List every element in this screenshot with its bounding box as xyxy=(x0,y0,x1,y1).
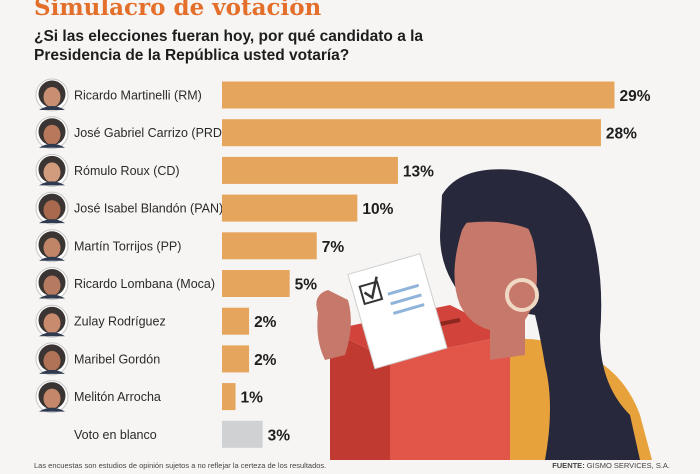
bar-jose-isabel-blandon-pan xyxy=(222,194,358,222)
bar-romulo-roux-cd xyxy=(222,156,398,184)
avatar-face xyxy=(43,313,61,334)
hand-shape xyxy=(316,290,351,360)
avatar-suit xyxy=(39,294,65,299)
avatar-suit xyxy=(39,407,65,412)
value-label: 1% xyxy=(241,390,264,407)
avatar-face xyxy=(43,87,61,107)
bar-jose-gabriel-carrizo-prd xyxy=(222,119,601,147)
candidate-avatar-martin-torrijos-pp xyxy=(35,229,69,263)
source-credit: FUENTE: GISMO SERVICES, S.A. xyxy=(552,461,670,470)
category-label: Ricardo Lombana (Moca) xyxy=(74,277,215,291)
bar-meliton-arrocha xyxy=(222,383,236,411)
category-label: Martín Torrijos (PP) xyxy=(74,239,181,253)
value-label: 29% xyxy=(619,88,650,105)
candidate-avatar-ricardo-lombana-moca xyxy=(35,267,69,300)
bar-zulay-rodriguez xyxy=(222,307,250,335)
bar-ricardo-lombana-moca xyxy=(222,270,290,297)
avatar-suit xyxy=(39,219,65,224)
avatar-face xyxy=(43,237,61,258)
avatar-face xyxy=(43,124,61,145)
avatar-face xyxy=(43,162,61,183)
category-label: Maribel Gordón xyxy=(74,352,160,366)
avatar-suit xyxy=(39,106,65,110)
category-label: Voto en blanco xyxy=(74,428,157,442)
avatar-suit xyxy=(39,143,65,148)
category-label: Rómulo Roux (CD) xyxy=(74,164,180,178)
ballot-box-side xyxy=(390,335,510,460)
category-label: Zulay Rodríguez xyxy=(74,315,166,329)
bar-martin-torrijos-pp xyxy=(222,232,317,260)
avatar-suit xyxy=(39,332,65,337)
earring-shape xyxy=(505,278,539,312)
candidate-avatar-meliton-arrocha xyxy=(35,380,69,414)
ballot-check xyxy=(363,276,378,300)
bar-ricardo-martinelli-rm xyxy=(222,81,615,109)
candidate-avatar-jose-gabriel-carrizo-prd xyxy=(35,116,69,150)
avatar-face xyxy=(43,275,61,296)
category-label: Ricardo Martinelli (RM) xyxy=(74,89,202,103)
category-label: José Isabel Blandón (PAN) xyxy=(74,202,223,216)
value-label: 5% xyxy=(295,277,318,294)
candidate-avatar-maribel-gordon xyxy=(35,342,69,376)
value-label: 2% xyxy=(254,314,277,331)
value-label: 7% xyxy=(322,239,345,256)
value-label: 2% xyxy=(254,352,277,369)
candidate-avatar-romulo-roux-cd xyxy=(35,153,69,187)
avatar-suit xyxy=(39,256,65,261)
candidate-avatar-ricardo-martinelli-rm xyxy=(35,78,69,112)
value-label: 13% xyxy=(403,163,434,180)
value-label: 28% xyxy=(606,126,637,143)
fringe-shape xyxy=(450,193,542,235)
source-label: FUENTE: xyxy=(552,461,585,470)
category-label: José Gabriel Carrizo (PRD) xyxy=(74,126,226,140)
avatar-face xyxy=(43,388,61,409)
candidate-avatar-zulay-rodriguez xyxy=(35,304,69,338)
voter-illustration xyxy=(316,169,652,460)
value-label: 3% xyxy=(268,427,291,444)
footnote: Las encuestas son estudios de opinión su… xyxy=(34,461,327,470)
value-label: 10% xyxy=(362,201,393,218)
bar-maribel-gordon xyxy=(222,345,250,373)
source-value: GISMO SERVICES, S.A. xyxy=(586,461,670,470)
page-title: Simulacro de votación xyxy=(34,0,322,21)
bar-voto-en-blanco xyxy=(222,420,263,448)
page-subtitle: ¿Si las elecciones fueran hoy, por qué c… xyxy=(34,28,424,64)
ballot-checkbox xyxy=(358,280,384,306)
candidate-avatar-jose-isabel-blandon-pan xyxy=(35,191,69,225)
avatar-suit xyxy=(39,369,65,374)
avatar-suit xyxy=(39,181,65,186)
category-label: Melitón Arrocha xyxy=(74,390,161,404)
avatar-face xyxy=(43,350,61,371)
avatar-face xyxy=(43,200,61,221)
face-shape xyxy=(454,209,538,360)
